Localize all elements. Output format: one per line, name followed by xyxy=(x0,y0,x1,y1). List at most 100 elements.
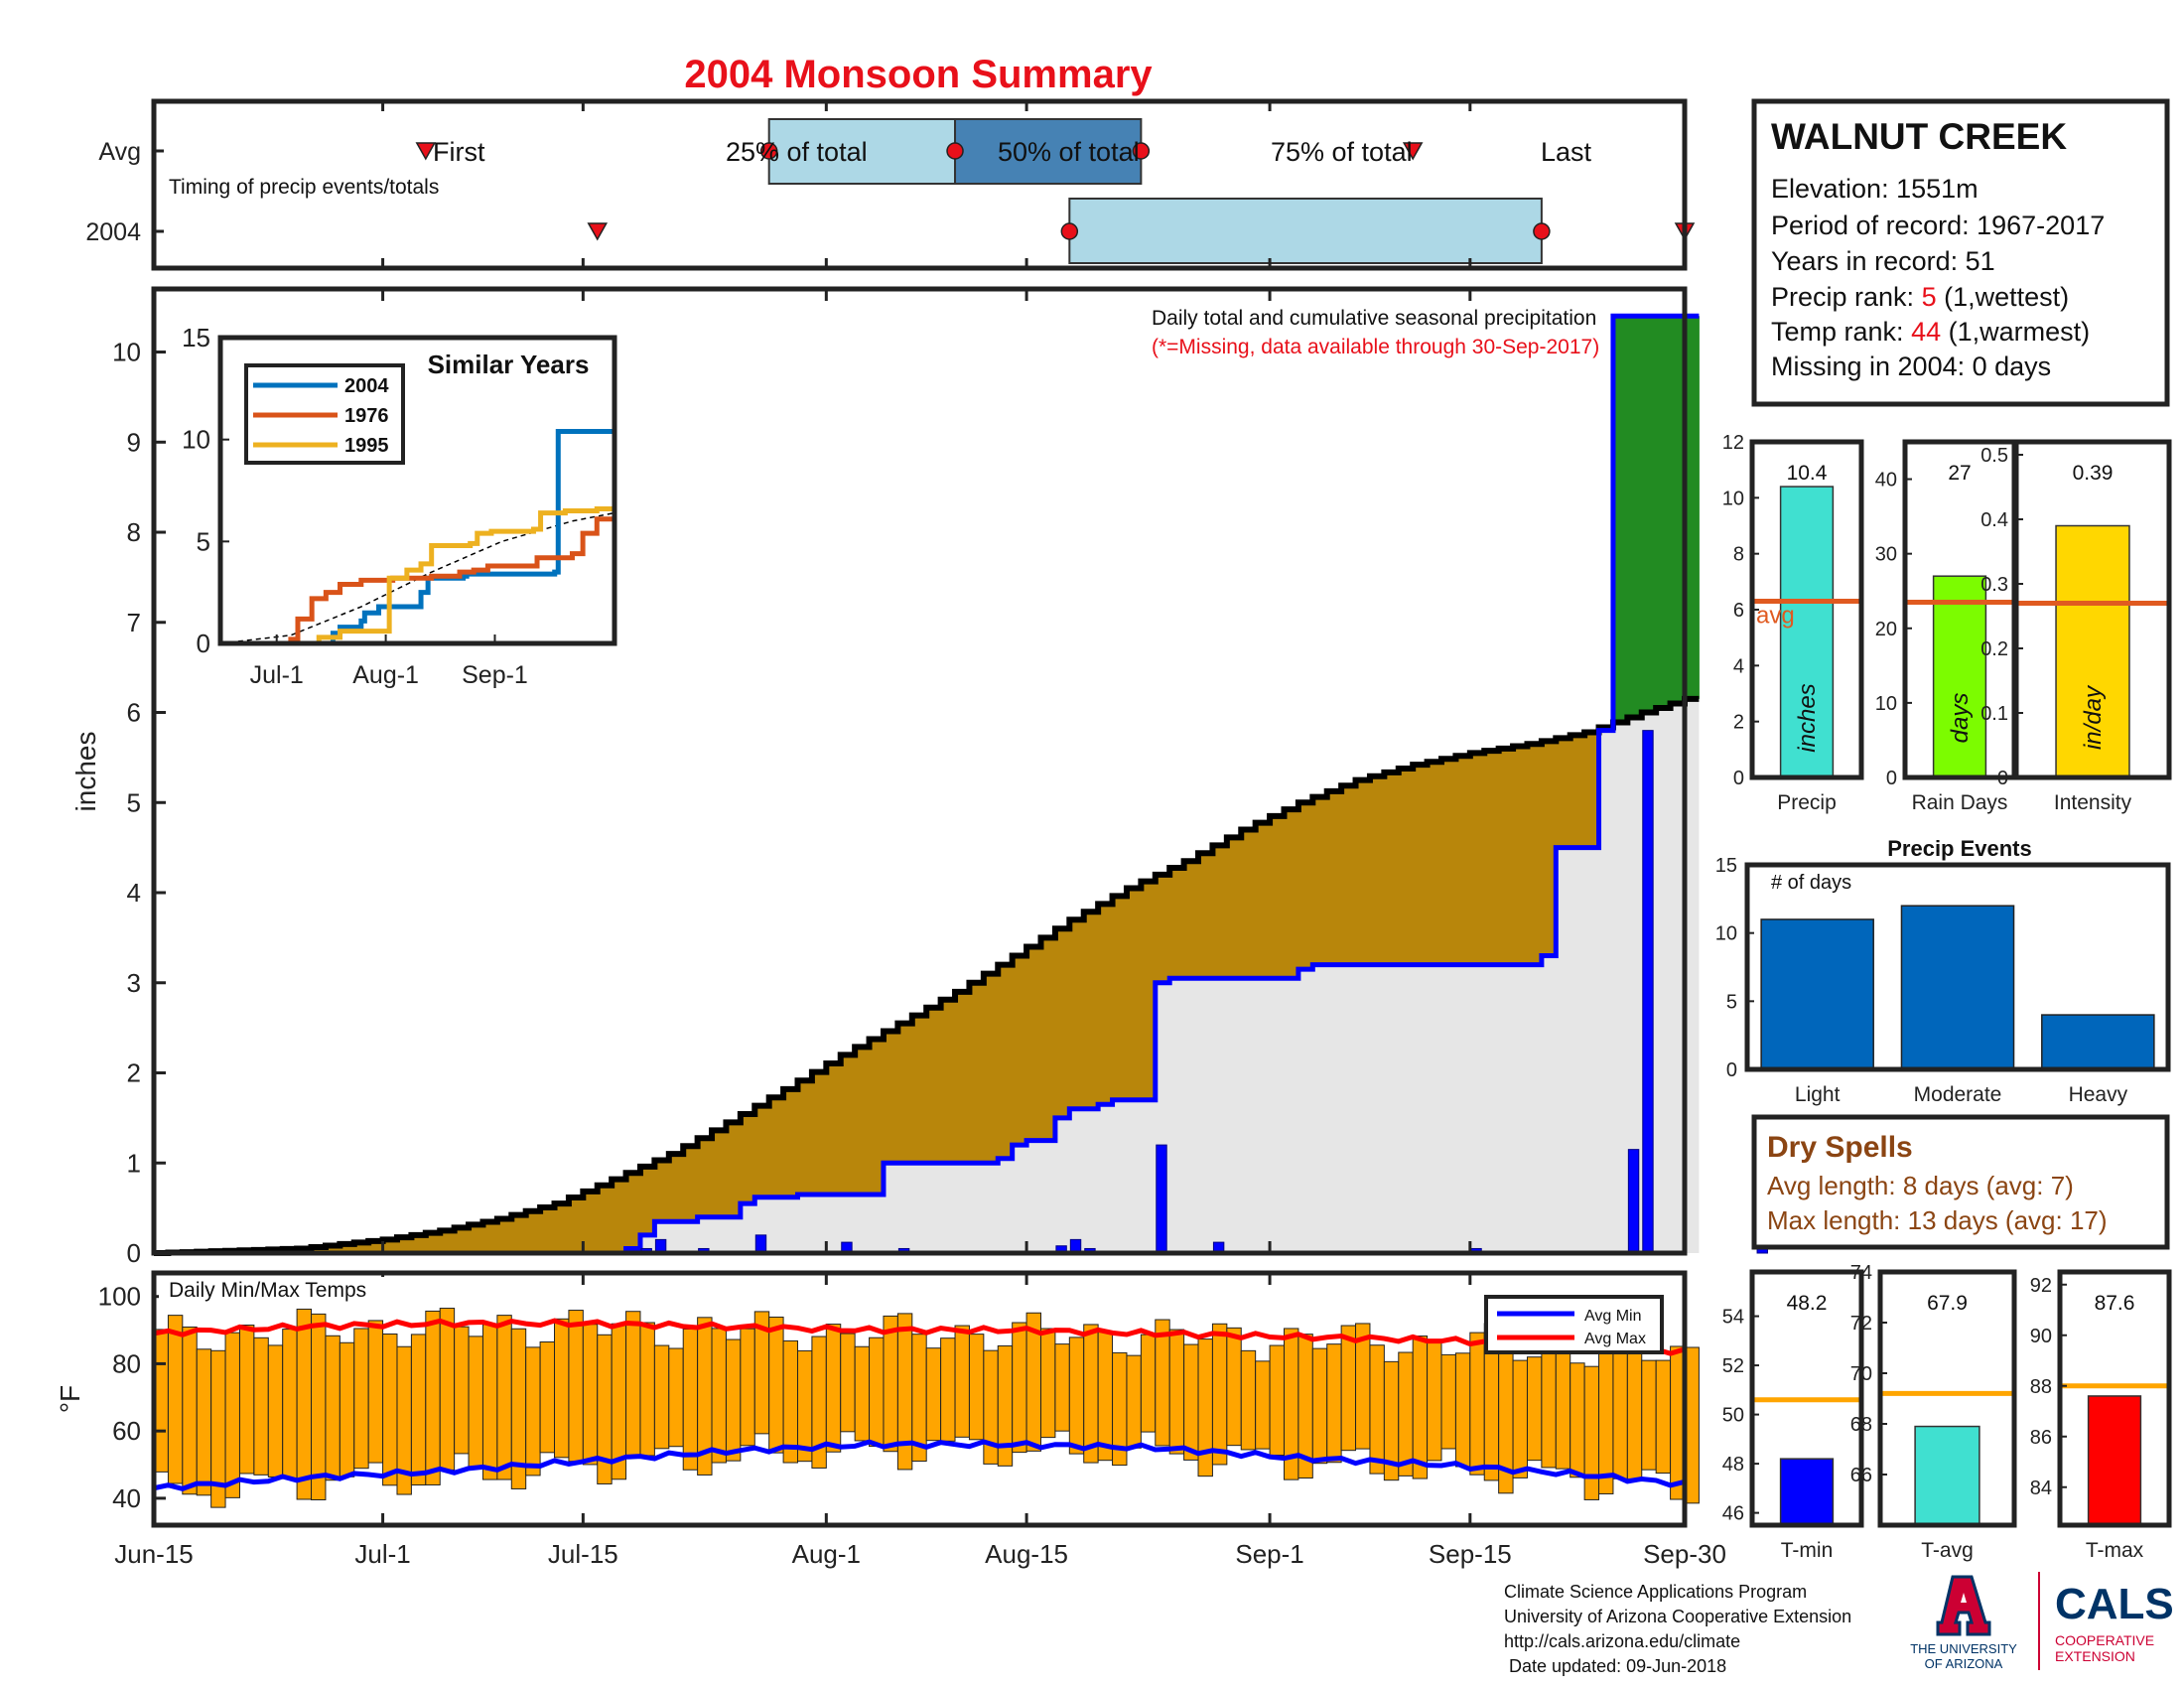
stat-ytick-label: 70 xyxy=(1850,1363,1872,1385)
daily-temp-bar xyxy=(625,1311,641,1459)
stat-ytick-label: 90 xyxy=(2030,1326,2052,1347)
daily-temp-bar xyxy=(1655,1359,1672,1475)
daily-temp-bar xyxy=(1512,1359,1528,1478)
inset-ytick-label: 5 xyxy=(197,526,210,556)
temp-rank-prefix: Temp rank: xyxy=(1771,317,1911,347)
daily-temp-bar xyxy=(1255,1360,1271,1450)
stat-ytick-label: 0.2 xyxy=(1980,638,2008,660)
station-elevation: Elevation: 1551m xyxy=(1771,174,1979,204)
stat-xlabel: T-avg xyxy=(1921,1539,1974,1562)
daily-temp-bar xyxy=(1340,1325,1357,1452)
inset-legend-label: 1995 xyxy=(344,435,389,457)
main-ytick-label: 8 xyxy=(127,517,141,547)
daily-precip-bar xyxy=(1627,1149,1640,1254)
daily-temp-bar xyxy=(182,1326,198,1495)
stat-xlabel: Rain Days xyxy=(1912,791,2008,814)
temperature-marks: 40 60 80 100 Jun-15 Jul-1 Jul-15 Aug-1 Aug-15 Sep… xyxy=(98,1273,1726,1569)
stat-ytick-label: 66 xyxy=(1850,1465,1872,1486)
precip-events-ytick-label: 5 xyxy=(1726,991,1737,1013)
stat-ytick-label: 48 xyxy=(1722,1454,1744,1476)
precip-events-ytick-label: 0 xyxy=(1726,1059,1737,1081)
main-ylabel: inches xyxy=(70,732,101,812)
inset-legend-label: 1976 xyxy=(344,405,389,427)
daily-temp-bar xyxy=(668,1347,684,1448)
daily-temp-bar xyxy=(1311,1347,1328,1465)
precip-event-category: Heavy xyxy=(2069,1083,2128,1106)
stat-ytick-label: 0.1 xyxy=(1980,703,2008,725)
y2004-first-marker xyxy=(587,222,609,241)
stat-panel-precip: 10.4 0 2 4 6 8 10 12 Precip inches avg xyxy=(1722,432,1864,814)
stat-ytick-label: 0.4 xyxy=(1980,509,2008,531)
stat-frame xyxy=(2013,439,2172,780)
avg-q50-q75-box xyxy=(954,118,1143,185)
temp-rank-value: 44 xyxy=(1911,317,1941,347)
surplus-area xyxy=(1612,316,1700,723)
daily-temp-bar xyxy=(854,1345,871,1442)
footer-line-4: Date updated: 09-Jun-2018 xyxy=(1504,1656,1726,1676)
y2004-q50-dot xyxy=(1533,222,1551,240)
stat-ytick-label: 12 xyxy=(1722,432,1744,454)
stat-ytick-label: 30 xyxy=(1875,544,1897,566)
dry-spells-frame xyxy=(1751,1114,2170,1250)
precip-rank-suffix: (1,wettest) xyxy=(1937,282,2070,312)
stat-value-label: 48.2 xyxy=(1787,1292,1828,1315)
ua-a-counter xyxy=(1961,1593,1967,1603)
precip-events-caption: # of days xyxy=(1771,872,1851,894)
q25-label: 25% of total xyxy=(726,137,868,167)
daily-precip-bar xyxy=(1156,1144,1167,1254)
cals-word: CALS xyxy=(2055,1580,2174,1628)
stat-bar-label: in/day xyxy=(2080,684,2107,750)
station-name: WALNUT CREEK xyxy=(1771,116,2067,157)
daily-temp-bar xyxy=(1454,1352,1471,1468)
daily-temp-bar xyxy=(1068,1336,1085,1455)
daily-temp-bar xyxy=(1168,1329,1185,1455)
daily-temp-bar xyxy=(1412,1336,1429,1479)
dry-spells-avg: Avg length: 8 days (avg: 7) xyxy=(1767,1171,2074,1200)
daily-precip-bar xyxy=(1642,730,1654,1254)
daily-temp-bar xyxy=(1469,1332,1485,1476)
date-axis-label: Sep-1 xyxy=(1235,1539,1303,1569)
timing-frame xyxy=(151,98,1688,271)
daily-temp-bar xyxy=(1126,1354,1142,1449)
daily-temp-bar xyxy=(825,1324,842,1453)
inset-title: Similar Years xyxy=(428,350,590,379)
timing-marks xyxy=(152,101,1696,268)
stat-ytick-label: 2 xyxy=(1733,712,1744,734)
daily-temp-bar xyxy=(940,1337,956,1442)
precip-event-bar xyxy=(1900,905,2015,1070)
temp-ylabel: °F xyxy=(55,1385,85,1413)
inset-legend: 2004 1976 1995 xyxy=(244,363,405,465)
legend-avg-min-label: Avg Min xyxy=(1584,1308,1642,1325)
q75-label: 75% of total xyxy=(1271,137,1413,167)
temp-rank-suffix: (1,warmest) xyxy=(1941,317,2090,347)
daily-temp-bar xyxy=(339,1341,355,1477)
daily-temp-bar xyxy=(1054,1343,1070,1432)
daily-temp-bar xyxy=(367,1320,384,1464)
precip-rank-value: 5 xyxy=(1922,282,1937,312)
daily-temp-bar xyxy=(410,1334,427,1486)
main-annotation-missing: (*=Missing, data available through 30-Se… xyxy=(1152,336,1599,358)
avg-q75-dot xyxy=(1132,142,1151,160)
date-axis-label: Sep-30 xyxy=(1643,1539,1726,1569)
daily-temp-bar xyxy=(382,1333,398,1486)
inset-series-1995 xyxy=(220,504,617,646)
dry-spells: Dry Spells Avg length: 8 days (avg: 7) M… xyxy=(1751,1114,2170,1250)
daily-temp-bar xyxy=(1555,1344,1571,1470)
temperature-frame xyxy=(151,1270,1688,1528)
date-axis-label: Sep-15 xyxy=(1429,1539,1512,1569)
stat-bar xyxy=(1932,575,1987,778)
inset-ytick-label: 10 xyxy=(182,425,210,455)
daily-temp-bar xyxy=(883,1315,898,1453)
main-ytick-label: 9 xyxy=(127,427,141,457)
ua-line-1: THE UNIVERSITY xyxy=(1910,1641,2017,1656)
dry-spells-title: Dry Spells xyxy=(1767,1131,1913,1164)
main-ytick-label: 1 xyxy=(127,1148,141,1178)
footer: Climate Science Applications Program Uni… xyxy=(1504,1572,2174,1676)
stat-ytick-label: 46 xyxy=(1722,1503,1744,1525)
inset-xtick-label: Sep-1 xyxy=(462,661,528,689)
timing-caption: Timing of precip events/totals xyxy=(169,176,439,199)
stat-ytick-label: 0 xyxy=(1733,768,1744,789)
daily-temp-bar xyxy=(1140,1334,1157,1433)
daily-temp-bar xyxy=(768,1316,784,1454)
